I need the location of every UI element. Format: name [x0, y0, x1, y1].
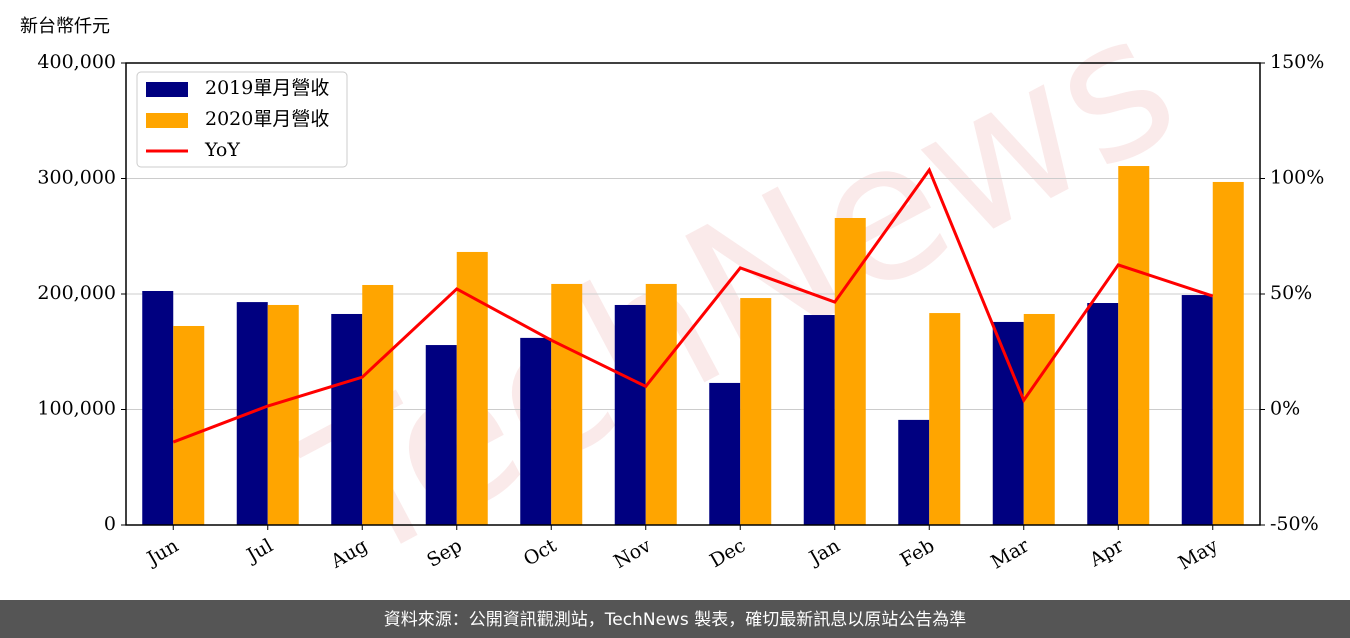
- legend-label: YoY: [204, 139, 240, 161]
- x-tick-label: Oct: [520, 534, 561, 570]
- x-tick-label: Jun: [142, 535, 183, 571]
- legend-label: 2019單月營收: [205, 77, 329, 99]
- x-tick-label: Mar: [987, 534, 1033, 573]
- legend-box: [136, 71, 348, 168]
- bar: [1181, 295, 1213, 525]
- bar: [362, 284, 394, 525]
- x-tick-label: Dec: [706, 535, 749, 573]
- x-tick-label: Feb: [896, 535, 938, 572]
- x-tick-label: Jul: [242, 535, 277, 568]
- y-tick-label: 200,000: [37, 282, 116, 304]
- y-axis-label: 新台幣仟元: [20, 16, 110, 37]
- bar: [1212, 181, 1244, 525]
- y2-tick-label: 100%: [1270, 167, 1324, 189]
- bar: [173, 325, 205, 525]
- x-tick-label: May: [1175, 534, 1222, 574]
- x-tick-label: Apr: [1085, 534, 1128, 571]
- bar: [1023, 313, 1055, 525]
- bar: [331, 313, 363, 525]
- bar: [267, 304, 299, 525]
- y2-tick-label: 50%: [1270, 282, 1312, 304]
- footer-bar: [0, 600, 1350, 638]
- bar: [1118, 166, 1150, 525]
- bar: [898, 419, 930, 525]
- legend-swatch: [146, 113, 188, 128]
- footer-text: 資料來源：公開資訊觀測站，TechNews 製表，確切最新訊息以原站公告為準: [384, 610, 966, 630]
- bar: [551, 283, 583, 525]
- y-tick-label: 300,000: [37, 167, 116, 189]
- y2-tick-label: -50%: [1270, 513, 1319, 535]
- y-tick-label: 400,000: [37, 51, 116, 73]
- bar: [709, 382, 741, 525]
- line: [172, 166, 1214, 444]
- bar: [142, 290, 174, 525]
- bar: [803, 315, 835, 525]
- bar: [992, 321, 1024, 525]
- y-tick-label: 0: [104, 513, 116, 535]
- plot-frame: [125, 62, 1261, 526]
- y-tick-label: 100,000: [37, 398, 116, 420]
- legend: 2019單月營收 2020單月營收 YoY: [136, 71, 348, 168]
- bar: [929, 313, 961, 525]
- x-tick-label: Jan: [804, 535, 844, 571]
- y2-tick-label: 0%: [1270, 398, 1300, 420]
- bar: [1087, 303, 1119, 525]
- legend-label: 2020單月營收: [205, 108, 329, 130]
- x-tick-label: Nov: [610, 534, 655, 573]
- bar: [520, 337, 552, 525]
- bar: [645, 283, 677, 525]
- bar: [614, 304, 646, 525]
- legend-swatch: [146, 82, 188, 97]
- bar: [740, 298, 772, 525]
- bar: [425, 345, 457, 525]
- bar: [834, 218, 866, 525]
- y2-tick-label: 150%: [1270, 51, 1324, 73]
